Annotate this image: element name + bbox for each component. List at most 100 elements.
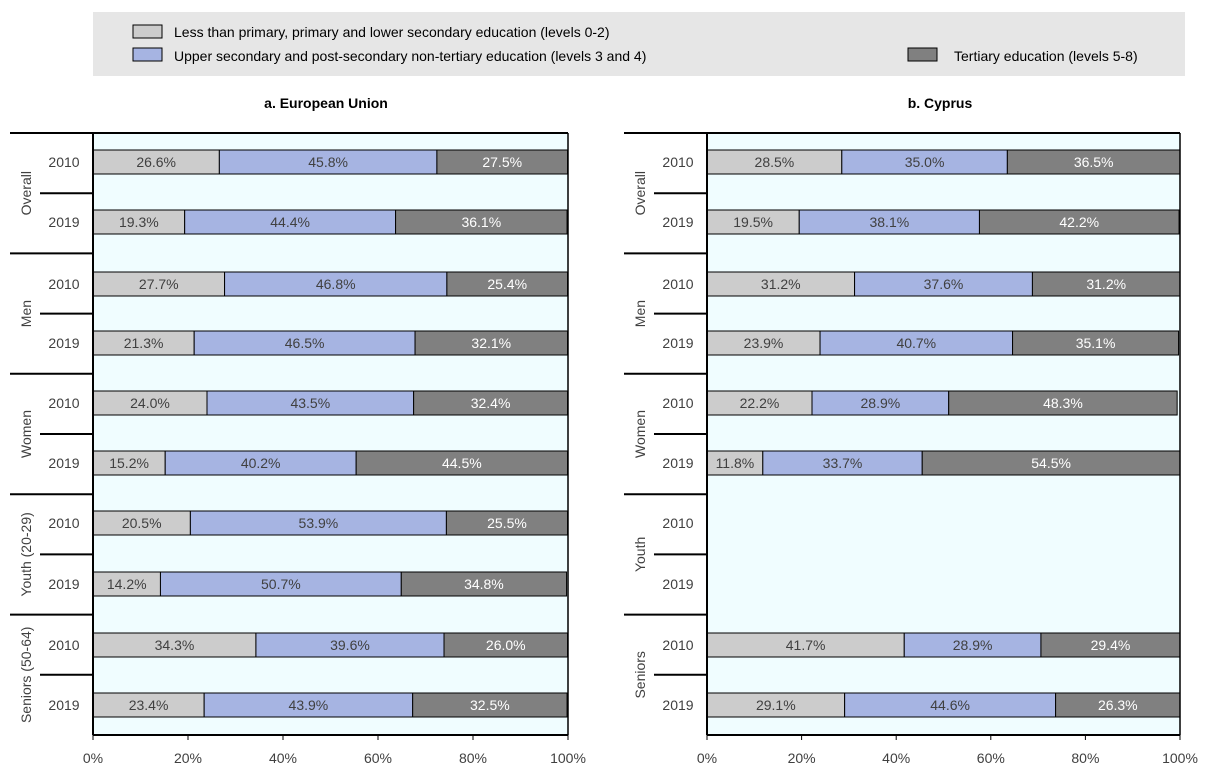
year-label: 2010: [48, 637, 79, 653]
data-label: 42.2%: [1059, 214, 1099, 230]
panel-cyprus: b. Cyprus Overall 2010 28.5% 35.0% 36.5% 2019 1…: [624, 95, 1198, 766]
data-label: 46.5%: [285, 335, 325, 351]
legend-swatch-low: [132, 24, 163, 39]
bar-segment-mid: [224, 271, 448, 297]
data-label: 40.2%: [241, 455, 281, 471]
x-tick-label: 100%: [1162, 750, 1198, 766]
data-label: 35.1%: [1076, 335, 1116, 351]
data-label: 38.1%: [869, 214, 909, 230]
data-label: 54.5%: [1031, 455, 1071, 471]
bar-segment-mid: [206, 390, 415, 416]
legend: Less than primary, primary and lower sec…: [93, 12, 1185, 76]
data-label: 45.8%: [308, 154, 348, 170]
bar-segment-mid: [854, 271, 1033, 297]
data-label: 32.4%: [471, 395, 511, 411]
data-label: 22.2%: [740, 395, 780, 411]
data-label: 44.4%: [270, 214, 310, 230]
x-tick-label: 40%: [269, 750, 297, 766]
year-label: 2010: [48, 395, 79, 411]
data-label: 37.6%: [924, 276, 964, 292]
data-label: 32.1%: [471, 335, 511, 351]
bar-segment-low: [706, 632, 905, 658]
legend-swatch-high: [907, 47, 938, 62]
bar-segment-high: [1040, 632, 1181, 658]
data-label: 44.6%: [930, 697, 970, 713]
data-label: 26.6%: [136, 154, 176, 170]
x-tick-label: 0%: [697, 750, 717, 766]
data-label: 36.1%: [461, 214, 501, 230]
year-label: 2010: [48, 276, 79, 292]
bar-segment-low: [706, 209, 800, 235]
bar-segment-mid: [841, 149, 1008, 175]
bar-segment-high: [395, 209, 568, 235]
year-label: 2019: [48, 214, 79, 230]
bar-segment-mid: [844, 692, 1057, 718]
bar-segment-high: [443, 632, 569, 658]
year-label: 2019: [662, 455, 693, 471]
x-tick-label: 80%: [459, 750, 487, 766]
group-label: Seniors (50-64): [18, 627, 34, 724]
bar-segment-high: [355, 450, 569, 476]
x-tick-label: 60%: [364, 750, 392, 766]
data-label: 24.0%: [130, 395, 170, 411]
data-label: 53.9%: [299, 515, 339, 531]
data-label: 44.5%: [442, 455, 482, 471]
data-label: 14.2%: [107, 576, 147, 592]
data-label: 40.7%: [896, 335, 936, 351]
bar-segment-low: [706, 330, 821, 356]
year-label: 2010: [662, 637, 693, 653]
data-label: 33.7%: [823, 455, 863, 471]
data-label: 50.7%: [261, 576, 301, 592]
bar-segment-low: [92, 450, 166, 476]
group-label: Women: [632, 410, 648, 458]
bar-segment-high: [446, 271, 569, 297]
legend-swatch-mid: [132, 47, 163, 62]
data-label: 15.2%: [109, 455, 149, 471]
x-tick-label: 80%: [1071, 750, 1099, 766]
data-label: 46.8%: [316, 276, 356, 292]
bar-segment-low: [92, 271, 226, 297]
year-label: 2010: [48, 515, 79, 531]
data-label: 11.8%: [716, 455, 755, 471]
year-label: 2019: [48, 576, 79, 592]
group-label: Overall: [18, 171, 34, 215]
bar-segment-high: [413, 390, 569, 416]
year-label: 2019: [48, 335, 79, 351]
group-label: Women: [18, 410, 34, 458]
bar-segment-mid: [193, 330, 416, 356]
year-label: 2019: [662, 335, 693, 351]
data-label: 26.3%: [1098, 697, 1138, 713]
data-label: 48.3%: [1043, 395, 1083, 411]
data-label: 21.3%: [124, 335, 164, 351]
year-label: 2019: [662, 697, 693, 713]
bar-segment-mid: [218, 149, 438, 175]
bar-segment-high: [436, 149, 569, 175]
data-label: 19.5%: [733, 214, 773, 230]
bar-segment-high: [412, 692, 568, 718]
data-label: 43.5%: [290, 395, 330, 411]
bar-segment-low: [706, 149, 843, 175]
bar-segment-mid: [164, 450, 357, 476]
bar-segment-mid: [203, 692, 414, 718]
data-label: 31.2%: [1086, 276, 1126, 292]
legend-background: [93, 12, 1185, 76]
bar-segment-high: [1006, 149, 1181, 175]
panel-european-union: a. European Union Overall 2010 26.6% 45.8% 27…: [10, 95, 586, 766]
data-label: 25.4%: [487, 276, 527, 292]
year-label: 2019: [48, 455, 79, 471]
data-label: 43.9%: [289, 697, 329, 713]
data-label: 32.5%: [470, 697, 510, 713]
x-tick-label: 20%: [174, 750, 202, 766]
bar-segment-high: [921, 450, 1181, 476]
x-tick-label: 40%: [882, 750, 910, 766]
x-tick-label: 100%: [550, 750, 586, 766]
data-label: 20.5%: [122, 515, 162, 531]
data-label: 28.9%: [861, 395, 901, 411]
data-label: 36.5%: [1074, 154, 1114, 170]
legend-label-high: Tertiary education (levels 5-8): [954, 48, 1138, 64]
data-label: 25.5%: [487, 515, 527, 531]
year-label: 2010: [662, 395, 693, 411]
year-label: 2010: [48, 154, 79, 170]
legend-label-low: Less than primary, primary and lower sec…: [174, 24, 610, 40]
bar-segment-low: [706, 692, 846, 718]
